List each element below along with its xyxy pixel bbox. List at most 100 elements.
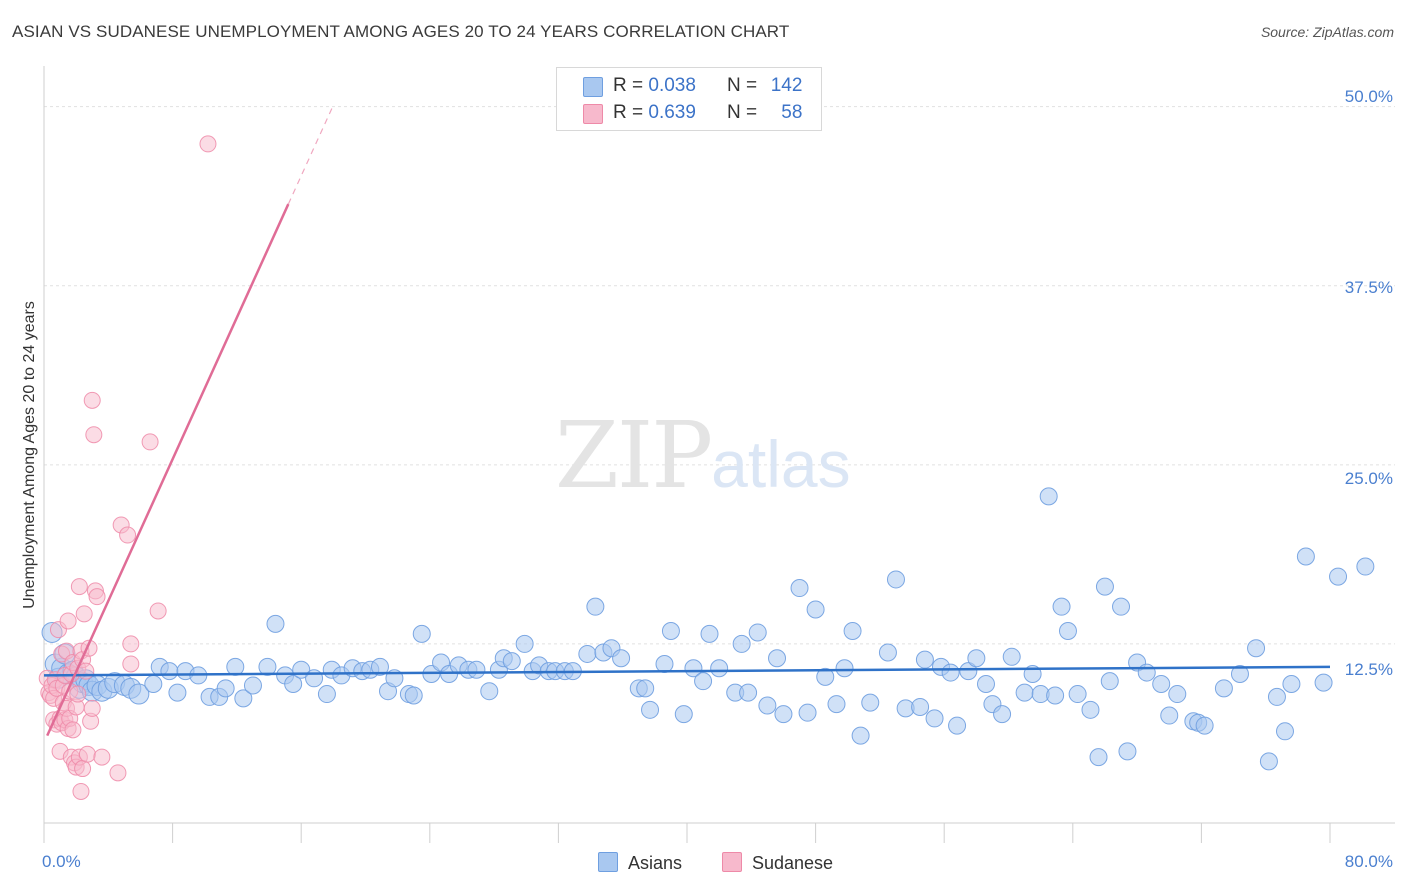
asian-point (404, 686, 423, 705)
asian-point (790, 579, 809, 598)
asian-point (948, 716, 967, 735)
asian-point (467, 660, 486, 679)
asian-point (1329, 567, 1348, 586)
y-tick-label-25: 25.0% (1344, 469, 1393, 488)
asian-point (886, 570, 905, 589)
legend-sudanese-r: 0.639 (648, 102, 696, 123)
sudanese-point (122, 655, 140, 673)
asian-point (515, 634, 534, 653)
asian-point (412, 624, 431, 643)
asian-point (216, 679, 235, 698)
asian-point (911, 697, 930, 716)
asian-point (1089, 748, 1108, 767)
asian-point (370, 657, 389, 676)
watermark: ZIPatlas (555, 402, 851, 509)
asian-point (1267, 687, 1286, 706)
asian-point (480, 682, 499, 701)
asian-point (976, 675, 995, 694)
asian-point (967, 649, 986, 668)
sudanese-point (149, 602, 167, 620)
asian-point (798, 703, 817, 722)
asian-point (674, 705, 693, 724)
asian-point (1259, 752, 1278, 771)
sudanese-point (59, 612, 77, 630)
asian-point (160, 662, 179, 681)
asian-point (700, 624, 719, 643)
sudanese-swatch (583, 104, 603, 124)
asian-point (636, 679, 655, 698)
asian-point (684, 659, 703, 678)
x-tick-label-min: 0.0% (42, 852, 81, 871)
asian-point (1296, 547, 1315, 566)
asians-legend-label: Asians (628, 853, 683, 873)
asian-point (1152, 675, 1171, 694)
bottom-legend-asians: Asians (598, 852, 682, 874)
asian-point (851, 726, 870, 745)
asian-point (578, 644, 597, 663)
asian-point (739, 683, 758, 702)
asian-point (1214, 679, 1233, 698)
legend-sudanese-n: 58 (781, 102, 803, 123)
asian-point (732, 634, 751, 653)
asians-trendline (43, 665, 1331, 677)
sudanese-point (69, 685, 87, 703)
asian-point (843, 622, 862, 641)
asian-point (1095, 577, 1114, 596)
asian-point (959, 662, 978, 681)
asian-point (1052, 597, 1071, 616)
asian-point (226, 657, 245, 676)
asian-point (1356, 557, 1375, 576)
sudanese-point (109, 764, 127, 782)
asian-point (1137, 663, 1156, 682)
asian-point (266, 614, 285, 633)
asian-point (284, 675, 303, 694)
watermark-atlas: atlas (711, 427, 851, 501)
asian-point (258, 657, 277, 676)
sudanese-point (72, 782, 90, 800)
sudanese-trendline (46, 203, 290, 737)
asian-point (694, 672, 713, 691)
sudanese-point (78, 745, 96, 763)
sudanese-point (141, 433, 159, 451)
legend-r-label: R = (613, 75, 644, 96)
asian-point (941, 663, 960, 682)
sudanese-point (119, 526, 137, 544)
asian-point (1247, 639, 1266, 658)
sudanese-point (88, 588, 106, 606)
asian-point (234, 689, 253, 708)
asian-point (641, 700, 660, 719)
asian-point (1282, 675, 1301, 694)
asian-point (655, 654, 674, 673)
sudanese-point (83, 391, 101, 409)
sudanese-points (38, 135, 217, 800)
chart-title: ASIAN VS SUDANESE UNEMPLOYMENT AMONG AGE… (12, 22, 790, 41)
asian-point (827, 695, 846, 714)
asian-point (835, 659, 854, 678)
sudanese-point (199, 135, 217, 153)
asians-swatch (583, 77, 603, 97)
asian-point (816, 667, 835, 686)
gridlines (44, 106, 1395, 645)
asian-point (1168, 685, 1187, 704)
asian-point (806, 600, 825, 619)
trendlines (43, 104, 1331, 737)
legend-asians-r: 0.038 (648, 75, 696, 96)
y-tick-label-37-5: 37.5% (1344, 278, 1393, 297)
asian-point (1002, 647, 1021, 666)
source-credit: Source: ZipAtlas.com (1260, 24, 1394, 40)
asian-point (1112, 597, 1131, 616)
sudanese-point (74, 760, 92, 778)
asian-point (1314, 673, 1333, 692)
asian-point (861, 693, 880, 712)
sudanese-point (83, 699, 101, 717)
asian-point (168, 683, 187, 702)
asian-point (586, 597, 605, 616)
asian-point (1118, 742, 1137, 761)
asians-legend-swatch (598, 852, 618, 872)
asian-point (1015, 683, 1034, 702)
stats-legend: R = 0.038 N = 142 R = 0.639 N = 58 (556, 67, 822, 131)
asian-point (1195, 716, 1214, 735)
asian-point (758, 696, 777, 715)
sudanese-legend-swatch (722, 852, 742, 872)
